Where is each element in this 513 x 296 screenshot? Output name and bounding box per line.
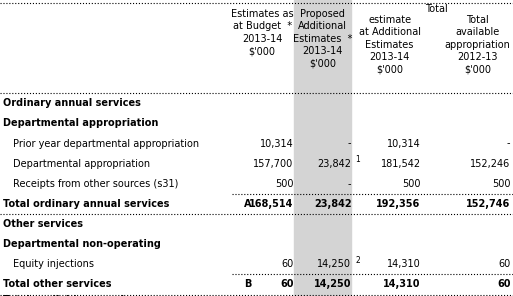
Text: 23,842: 23,842 [314,199,351,209]
Text: 60: 60 [281,259,293,269]
Bar [294,0,351,296]
Text: A: A [244,199,251,209]
Text: Total ordinary annual services: Total ordinary annual services [3,199,169,209]
Text: 1: 1 [356,155,360,164]
Text: 500: 500 [275,179,293,189]
Text: Departmental appropriation: Departmental appropriation [3,118,158,128]
Text: 2: 2 [356,256,360,265]
Text: 14,250: 14,250 [314,279,351,289]
Text: Prior year departmental appropriation: Prior year departmental appropriation [13,139,199,149]
Text: 23,842: 23,842 [318,159,351,169]
Text: estimate
at Additional
Estimates
2013-14
$'000: estimate at Additional Estimates 2013-14… [359,15,421,74]
Text: B: B [244,279,251,289]
Text: 14,310: 14,310 [387,259,421,269]
Text: Equity injections: Equity injections [13,259,94,269]
Text: 60: 60 [497,279,510,289]
Text: 60: 60 [280,279,293,289]
Text: Total other services: Total other services [3,279,111,289]
Text: Total
available
appropriation
2012-13
$'000: Total available appropriation 2012-13 $'… [445,15,510,74]
Text: 500: 500 [492,179,510,189]
Text: -: - [507,139,510,149]
Text: 500: 500 [402,179,421,189]
Text: Total: Total [425,4,447,15]
Text: 14,250: 14,250 [318,259,351,269]
Text: Ordinary annual services: Ordinary annual services [3,98,141,108]
Text: Total available annual
appropriations (A+B): Total available annual appropriations (A… [3,295,124,296]
Text: Estimates as
at Budget  *
2013-14
$'000: Estimates as at Budget * 2013-14 $'000 [231,9,293,56]
Text: 152,746: 152,746 [466,199,510,209]
Text: 181,542: 181,542 [381,159,421,169]
Text: 60: 60 [498,259,510,269]
Text: 157,700: 157,700 [253,159,293,169]
Text: 192,356: 192,356 [377,199,421,209]
Text: 14,310: 14,310 [383,279,421,289]
Text: Proposed
Additional
Estimates  *
2013-14
$'000: Proposed Additional Estimates * 2013-14 … [293,9,352,68]
Text: -: - [348,179,351,189]
Text: 168,514: 168,514 [249,199,293,209]
Text: Departmental appropriation: Departmental appropriation [13,159,150,169]
Text: 10,314: 10,314 [387,139,421,149]
Text: Receipts from other sources (s31): Receipts from other sources (s31) [13,179,178,189]
Text: 152,246: 152,246 [470,159,510,169]
Text: -: - [348,139,351,149]
Text: Other services: Other services [3,219,83,229]
Text: 10,314: 10,314 [260,139,293,149]
Text: Departmental non-operating: Departmental non-operating [3,239,161,249]
